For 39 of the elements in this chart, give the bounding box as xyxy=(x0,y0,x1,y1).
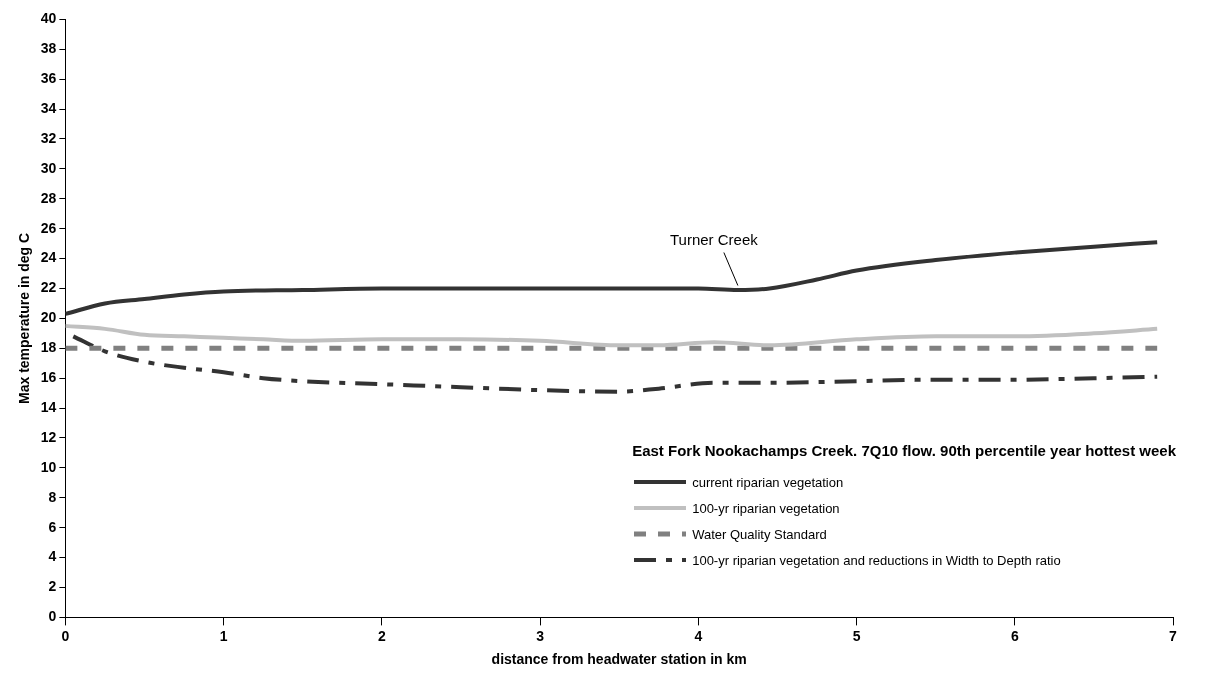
legend-label: Water Quality Standard xyxy=(692,526,827,542)
y-tick-label: 14 xyxy=(40,398,57,415)
y-tick-label: 18 xyxy=(40,339,57,356)
x-tick-label: 3 xyxy=(536,627,545,644)
line-series xyxy=(65,323,1160,348)
x-tick-label: 4 xyxy=(694,627,703,644)
y-tick-label: 26 xyxy=(40,219,57,236)
x-tick-label: 2 xyxy=(377,627,386,644)
y-tick-label: 6 xyxy=(48,518,57,535)
y-tick-label: 22 xyxy=(40,279,57,296)
y-tick-label: 2 xyxy=(48,578,57,595)
y-tick-label: 40 xyxy=(40,10,57,27)
x-tick-label: 7 xyxy=(1169,627,1178,644)
y-tick-label: 38 xyxy=(40,40,57,57)
y-tick-label: 16 xyxy=(40,369,57,386)
y-tick-label: 20 xyxy=(40,309,57,326)
legend-label: 100-yr riparian vegetation and reductions in Width to Depth ratio xyxy=(692,552,1061,568)
y-axis-title: Max temperature in deg C xyxy=(16,232,33,404)
y-tick-label: 28 xyxy=(40,189,57,206)
y-tick-label: 32 xyxy=(40,129,57,146)
x-tick-label: 0 xyxy=(61,627,70,644)
x-axis-title: distance from headwater station in km xyxy=(491,651,747,668)
y-tick-label: 12 xyxy=(40,428,57,445)
x-tick-label: 6 xyxy=(1010,627,1019,644)
legend-title: East Fork Nookachamps Creek. 7Q10 flow. 90th percentile year hottest week xyxy=(632,442,1176,459)
y-tick-label: 8 xyxy=(48,488,57,505)
legend-label: 100-yr riparian vegetation xyxy=(692,500,840,516)
line-series xyxy=(71,334,1160,394)
y-tick-label: 0 xyxy=(48,608,57,625)
y-tick-label: 34 xyxy=(40,99,57,116)
y-tick-label: 24 xyxy=(40,249,57,266)
x-tick-label: 1 xyxy=(219,627,228,644)
y-tick-label: 10 xyxy=(40,458,57,475)
legend-label: current riparian vegetation xyxy=(692,474,844,490)
x-tick-label: 5 xyxy=(852,627,861,644)
y-tick-label: 30 xyxy=(40,159,57,176)
y-tick-label: 36 xyxy=(40,70,57,87)
y-tick-label: 4 xyxy=(48,548,57,565)
annotation: Turner Creek xyxy=(669,231,759,249)
